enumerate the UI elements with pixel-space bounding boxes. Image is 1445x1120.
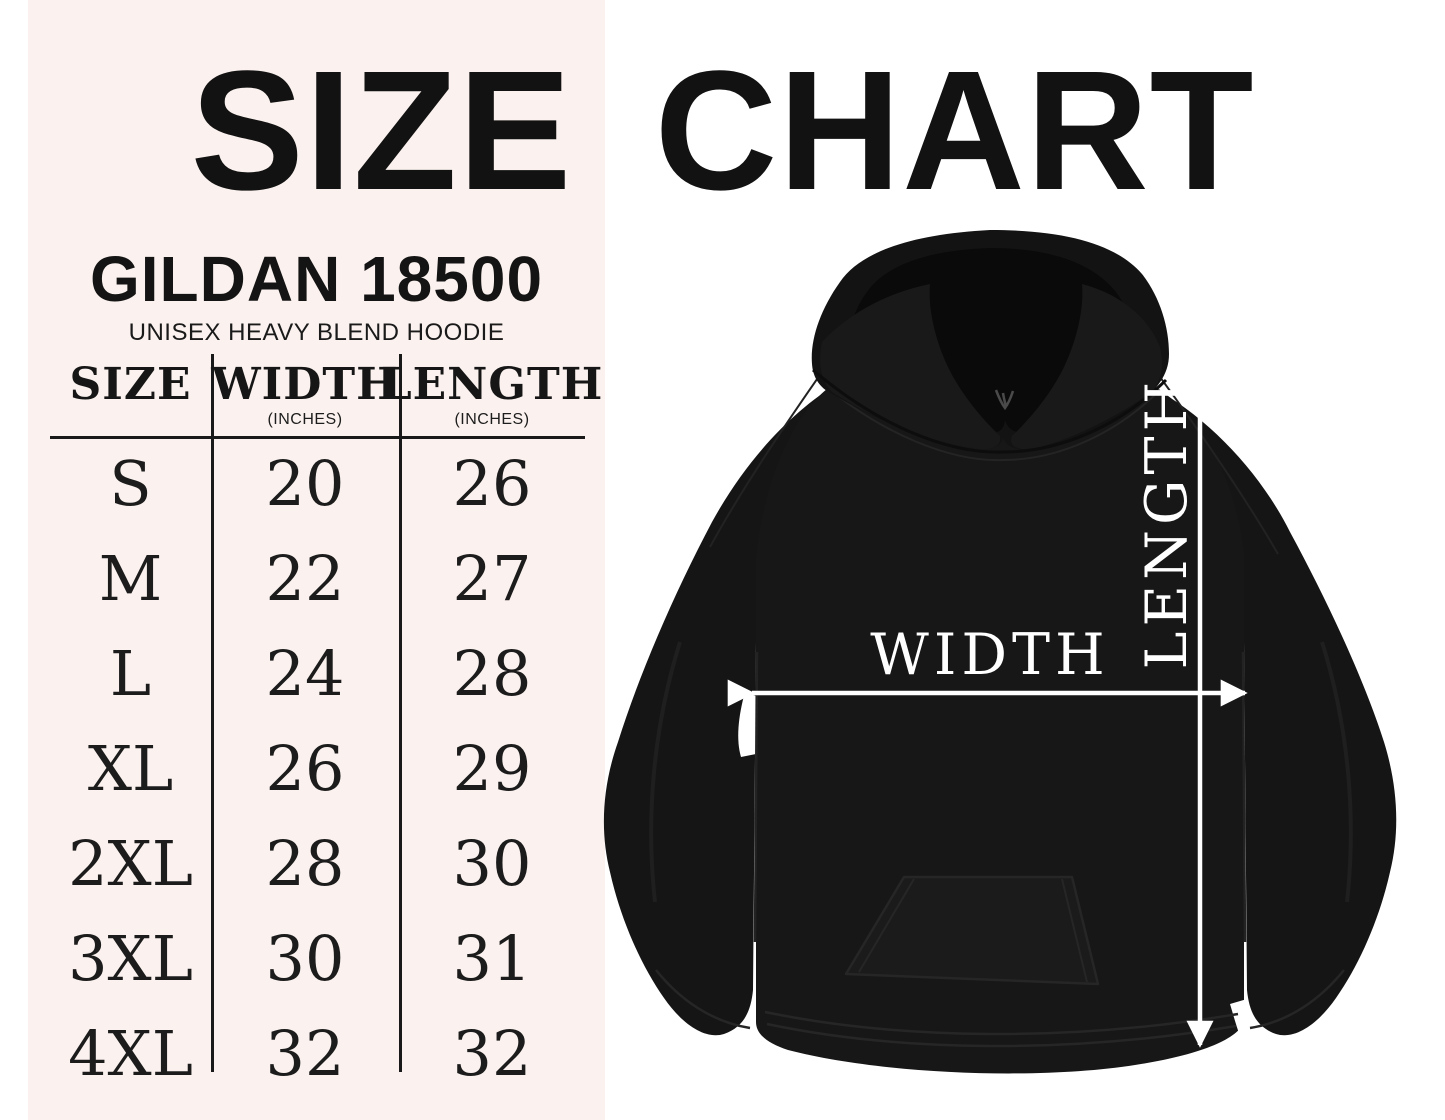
table-header-rule [50, 436, 585, 439]
cell-length: 29 [452, 732, 532, 805]
table-header-row: SIZE WIDTH (INCHES) LENGTH (INCHES) [50, 352, 603, 436]
cell-width: 24 [265, 637, 345, 710]
cell-size: M [98, 542, 163, 615]
column-header-size: SIZE [50, 352, 211, 436]
table-row: L 24 28 [50, 626, 585, 721]
cell-width: 26 [265, 732, 345, 805]
hem-stitch [764, 1010, 1239, 1036]
length-label: LENGTH [1134, 377, 1200, 670]
cell-width: 28 [265, 827, 345, 900]
size-table: SIZE WIDTH (INCHES) LENGTH (INCHES) S 20… [50, 352, 603, 1112]
hem-stitch [766, 1022, 1237, 1048]
column-header-length: LENGTH (INCHES) [381, 352, 603, 436]
table-divider-1 [211, 354, 214, 1072]
cell-length: 26 [452, 447, 532, 520]
table-row: S 20 26 [50, 436, 585, 531]
column-label: SIZE [69, 359, 192, 410]
cell-width: 22 [265, 542, 345, 615]
cell-length: 27 [452, 542, 532, 615]
table-row: 4XL 32 32 [50, 1006, 585, 1101]
hood-right-flap [1011, 284, 1162, 450]
underarm-gap [738, 692, 756, 757]
underarm-gap [1230, 999, 1259, 1050]
pocket-stitch [1061, 878, 1088, 983]
cuff-stitch [655, 969, 751, 1030]
sleeve-crease [649, 641, 682, 903]
cell-width: 30 [265, 922, 345, 995]
column-label: WIDTH [211, 359, 399, 410]
cell-size: S [109, 447, 152, 520]
cell-size: 4XL [68, 1017, 193, 1090]
column-unit: (INCHES) [267, 411, 343, 428]
cell-size: 2XL [68, 827, 193, 900]
table-body: S 20 26 M 22 27 L 24 28 XL 26 29 2XL 28 [50, 436, 585, 1101]
table-row: 2XL 28 30 [50, 816, 585, 911]
hoodie-illustration: WIDTH LENGTH [603, 230, 1397, 1074]
cell-length: 28 [452, 637, 532, 710]
sleeve-crease [1320, 641, 1353, 903]
hoodie-right-sleeve [1152, 387, 1397, 1036]
hoodie-torso [756, 377, 1244, 1074]
width-label: WIDTH [870, 622, 1110, 688]
product-name: GILDAN 18500 [89, 243, 544, 315]
hoodie-left-sleeve [603, 382, 840, 1036]
cell-length: 31 [452, 922, 532, 995]
neckline-stitch [817, 379, 1161, 462]
cell-size: 3XL [68, 922, 193, 995]
page-title: SIZE CHART [190, 36, 1255, 226]
pocket-stitch [858, 878, 915, 973]
shoulder-seam [709, 371, 823, 548]
drawcord [994, 389, 1015, 411]
table-divider-2 [399, 354, 402, 1072]
table-row: M 22 27 [50, 531, 585, 626]
left-pink-panel [28, 0, 605, 1120]
neckline-seam [812, 368, 1168, 454]
shoulder-seam [1159, 376, 1279, 555]
cuff-stitch [1249, 969, 1345, 1030]
product-subtitle: UNISEX HEAVY BLEND HOODIE [128, 319, 505, 346]
table-row: XL 26 29 [50, 721, 585, 816]
column-header-width: WIDTH (INCHES) [211, 352, 399, 436]
hoodie-diagram: WIDTH LENGTH [560, 222, 1445, 1120]
cell-width: 20 [265, 447, 345, 520]
column-label: LENGTH [380, 359, 604, 410]
cell-length: 30 [452, 827, 532, 900]
cell-size: XL [87, 732, 174, 805]
cell-length: 32 [452, 1017, 532, 1090]
cell-width: 32 [265, 1017, 345, 1090]
column-unit: (INCHES) [454, 411, 530, 428]
cell-size: L [109, 637, 152, 710]
kangaroo-pocket [844, 875, 1100, 986]
table-row: 3XL 30 31 [50, 911, 585, 1006]
